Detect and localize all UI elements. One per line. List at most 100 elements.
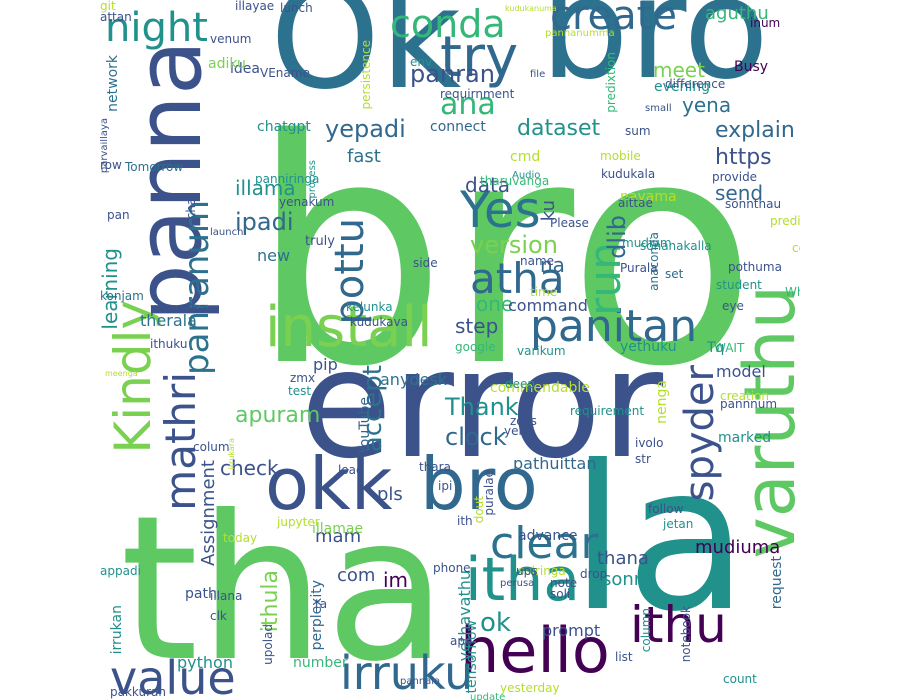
cloud-word: commendable xyxy=(490,380,590,396)
cloud-word: Busy xyxy=(734,59,769,75)
cloud-word: check xyxy=(220,456,279,480)
cloud-word: tha xyxy=(120,473,448,700)
cloud-word: mudiuma xyxy=(695,537,781,558)
cloud-word: connect xyxy=(430,119,486,135)
cloud-word: count xyxy=(723,672,757,686)
cloud-word: ups xyxy=(516,564,538,578)
cloud-word: truly xyxy=(305,234,335,249)
cloud-word: inum xyxy=(750,16,781,30)
cloud-word: sonna xyxy=(602,569,657,590)
cloud-word: VEname xyxy=(260,66,310,80)
cloud-word: zoks xyxy=(510,414,537,428)
cloud-word: bro xyxy=(420,442,538,526)
cloud-word: step xyxy=(455,314,499,338)
cloud-word: anydesk xyxy=(380,370,448,389)
cloud-word: panniringa xyxy=(255,172,320,186)
cloud-word: time xyxy=(530,285,558,299)
cloud-word: pip xyxy=(313,355,338,374)
cloud-word: explain xyxy=(715,118,795,143)
cloud-word: Purala xyxy=(620,261,658,275)
word-cloud: bro error tha la Ok bro panna okk bro varuthu hell… xyxy=(100,0,800,700)
cloud-word: okk xyxy=(265,442,393,526)
cloud-word: yethuku xyxy=(620,339,677,355)
cloud-word: WhatsApp xyxy=(785,285,800,299)
cloud-word: illana xyxy=(210,589,243,603)
cloud-word: illama xyxy=(235,176,296,200)
cloud-word: nayama xyxy=(620,189,677,205)
cloud-word: path xyxy=(185,586,217,602)
cloud-word: phone xyxy=(433,561,471,575)
cloud-word: varikum xyxy=(517,344,566,358)
cloud-word: idea xyxy=(230,61,260,77)
cloud-word: soli xyxy=(550,587,571,601)
cloud-word: clock xyxy=(445,423,507,451)
cloud-word: column xyxy=(639,608,653,653)
cloud-word: eye xyxy=(722,299,744,313)
cloud-word: illamae xyxy=(312,521,364,537)
cloud-word: str xyxy=(635,452,651,466)
cloud-word: file xyxy=(530,69,546,80)
cloud-word: jupyter xyxy=(277,515,320,529)
cloud-word: sonanakalla xyxy=(640,239,712,253)
cloud-word: update xyxy=(470,692,506,700)
cloud-word: create xyxy=(550,0,677,39)
cloud-word: kudukanuma xyxy=(505,4,557,13)
cloud-word: la xyxy=(570,423,749,656)
cloud-word: Tomorrow xyxy=(125,160,184,174)
cloud-word: lunch xyxy=(280,1,313,15)
cloud-word: pannala xyxy=(400,676,441,687)
cloud-word: jetan xyxy=(663,517,694,531)
cloud-word: request xyxy=(769,556,785,610)
cloud-word: varuthu xyxy=(729,285,800,559)
cloud-word: kelunka xyxy=(346,300,393,314)
cloud-word: colum xyxy=(193,440,230,454)
cloud-word: chat xyxy=(184,193,198,220)
cloud-word: ithula xyxy=(258,570,283,633)
cloud-word: meenga xyxy=(105,369,138,378)
cloud-word: prediction xyxy=(770,214,800,228)
cloud-word: prompt xyxy=(542,621,601,640)
cloud-word: load xyxy=(338,463,364,477)
cloud-word: data xyxy=(465,173,511,197)
cloud-word: irruku xyxy=(340,646,474,700)
cloud-word: provide xyxy=(712,170,758,184)
cloud-word: yenakum xyxy=(279,195,335,209)
cloud-word: Thank xyxy=(445,393,519,421)
cloud-word: pannnum xyxy=(720,397,778,411)
cloud-word: Tq xyxy=(707,340,725,356)
cloud-word: student xyxy=(716,278,762,292)
cloud-word: sonnthau xyxy=(725,197,782,211)
cloud-word: pakkuran xyxy=(110,685,166,699)
cloud-word: aittae xyxy=(618,196,653,210)
cloud-word: com xyxy=(337,565,376,586)
cloud-word: dout xyxy=(472,496,486,524)
cloud-word: ipi xyxy=(438,479,453,493)
cloud-word: spyder xyxy=(677,365,723,502)
cloud-word: nenga xyxy=(654,380,670,424)
cloud-word: im xyxy=(383,568,409,592)
cloud-word: python xyxy=(177,653,233,672)
cloud-word: chatgpt xyxy=(257,119,311,135)
cloud-word: solringa xyxy=(518,564,566,578)
cloud-word: ta xyxy=(315,597,328,611)
cloud-word: deep xyxy=(505,377,535,391)
cloud-word: side xyxy=(413,256,438,270)
cloud-word: kudukala xyxy=(601,167,656,181)
cloud-word: irrukara xyxy=(227,438,236,470)
cloud-word: irrukan xyxy=(109,605,125,655)
cloud-word: yen xyxy=(504,424,527,438)
cloud-word: persistence xyxy=(359,40,373,110)
cloud-word: ithu xyxy=(630,596,727,654)
cloud-word: value xyxy=(110,651,236,700)
cloud-word: new xyxy=(257,246,291,265)
cloud-word: dataset xyxy=(517,116,601,141)
cloud-word: notebook xyxy=(679,606,693,663)
cloud-word: fast xyxy=(347,146,381,167)
cloud-word: requirnment xyxy=(440,87,515,101)
cloud-word: parunka xyxy=(150,301,208,317)
cloud-word: row xyxy=(100,158,122,172)
cloud-word: test xyxy=(288,384,312,398)
cloud-word: clk xyxy=(210,609,227,623)
cloud-word: try xyxy=(440,25,519,90)
cloud-word: meet xyxy=(653,58,705,82)
